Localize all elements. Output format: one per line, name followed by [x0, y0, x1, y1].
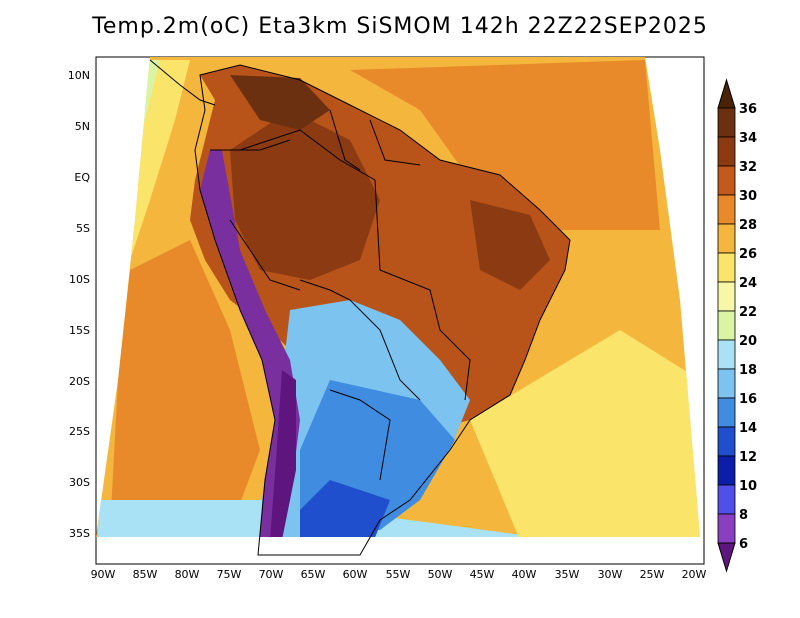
lat-label: EQ: [74, 171, 90, 184]
lat-label: 30S: [69, 476, 90, 489]
lon-label: 50W: [428, 568, 453, 581]
lon-label: 30W: [598, 568, 623, 581]
lat-label: 10N: [68, 69, 90, 82]
andes-ridge: [200, 150, 300, 537]
colorbar-label: 16: [739, 392, 757, 407]
continent-north-coast: [230, 75, 330, 130]
country-borders: [149, 59, 571, 556]
lon-label: 70W: [259, 568, 284, 581]
colorbar-segment: [717, 310, 736, 341]
lon-label: 55W: [386, 568, 411, 581]
colorbar-label: 34: [739, 131, 757, 146]
atlantic-warm-zone: [350, 60, 660, 230]
colorbar-label: 26: [739, 247, 757, 262]
colorbar-segment: [717, 339, 736, 370]
andes-core: [270, 370, 296, 537]
colorbar-label: 32: [739, 160, 757, 175]
lon-label: 25W: [640, 568, 665, 581]
colorbar-segment: [717, 368, 736, 399]
colorbar-label: 30: [739, 189, 757, 204]
colorbar-segment: [717, 455, 736, 486]
latitude-axis: 10N 5N EQ 5S 10S 15S 20S 25S 30S 35S: [68, 69, 91, 540]
lon-label: 85W: [133, 568, 158, 581]
lon-label: 35W: [555, 568, 580, 581]
colorbar-label: 36: [739, 102, 757, 117]
lat-label: 5N: [75, 120, 90, 133]
atlantic-cool-zone: [470, 330, 700, 537]
colorbar-segment: [717, 397, 736, 428]
lat-label: 5S: [76, 222, 90, 235]
colorbar-segment: [717, 107, 736, 138]
lon-label: 60W: [343, 568, 368, 581]
colorbar-label: 12: [739, 450, 757, 465]
lon-label: 90W: [91, 568, 116, 581]
pacific-warm-zone: [110, 240, 260, 530]
colorbar-label: 18: [739, 363, 757, 378]
colorbar-bottom-arrow: [717, 542, 736, 573]
map-title: Temp.2m(oC) Eta3km SiSMOM 142h 22Z22SEP2…: [92, 14, 708, 39]
colorbar-segment: [717, 281, 736, 312]
lat-label: 35S: [69, 527, 90, 540]
colorbar-label: 8: [739, 508, 748, 523]
lat-label: 25S: [69, 425, 90, 438]
lon-label: 80W: [175, 568, 200, 581]
lon-label: 20W: [682, 568, 707, 581]
continent-hot-ne: [470, 200, 550, 290]
colorbar-label: 20: [739, 334, 757, 349]
colorbar-segment: [717, 513, 736, 544]
longitude-axis: 90W 85W 80W 75W 70W 65W 60W 55W 50W 45W …: [91, 568, 707, 581]
colorbar-segment: [717, 165, 736, 196]
continent-south-coldest: [300, 480, 390, 537]
colorbar-label: 14: [739, 421, 757, 436]
lon-label: 65W: [301, 568, 326, 581]
colorbar-segment: [717, 484, 736, 515]
colorbar-label: 28: [739, 218, 757, 233]
lat-label: 20S: [69, 375, 90, 388]
colorbar-label: 24: [739, 276, 757, 291]
colorbar-label: 10: [739, 479, 757, 494]
colorbar: 36 34 32 30 28 26 24 22 20 18 16 14 12 10 8 6: [717, 78, 757, 573]
lon-label: 75W: [217, 568, 242, 581]
lat-label: 15S: [69, 324, 90, 337]
colorbar-segment: [717, 252, 736, 283]
colorbar-segment: [717, 223, 736, 254]
lon-label: 45W: [470, 568, 495, 581]
colorbar-label: 22: [739, 305, 757, 320]
colorbar-label: 6: [739, 537, 748, 552]
lon-label: 40W: [512, 568, 537, 581]
colorbar-segment: [717, 136, 736, 167]
lat-label: 10S: [69, 273, 90, 286]
colorbar-top-arrow: [717, 78, 736, 109]
colorbar-segment: [717, 194, 736, 225]
colorbar-segment: [717, 426, 736, 457]
